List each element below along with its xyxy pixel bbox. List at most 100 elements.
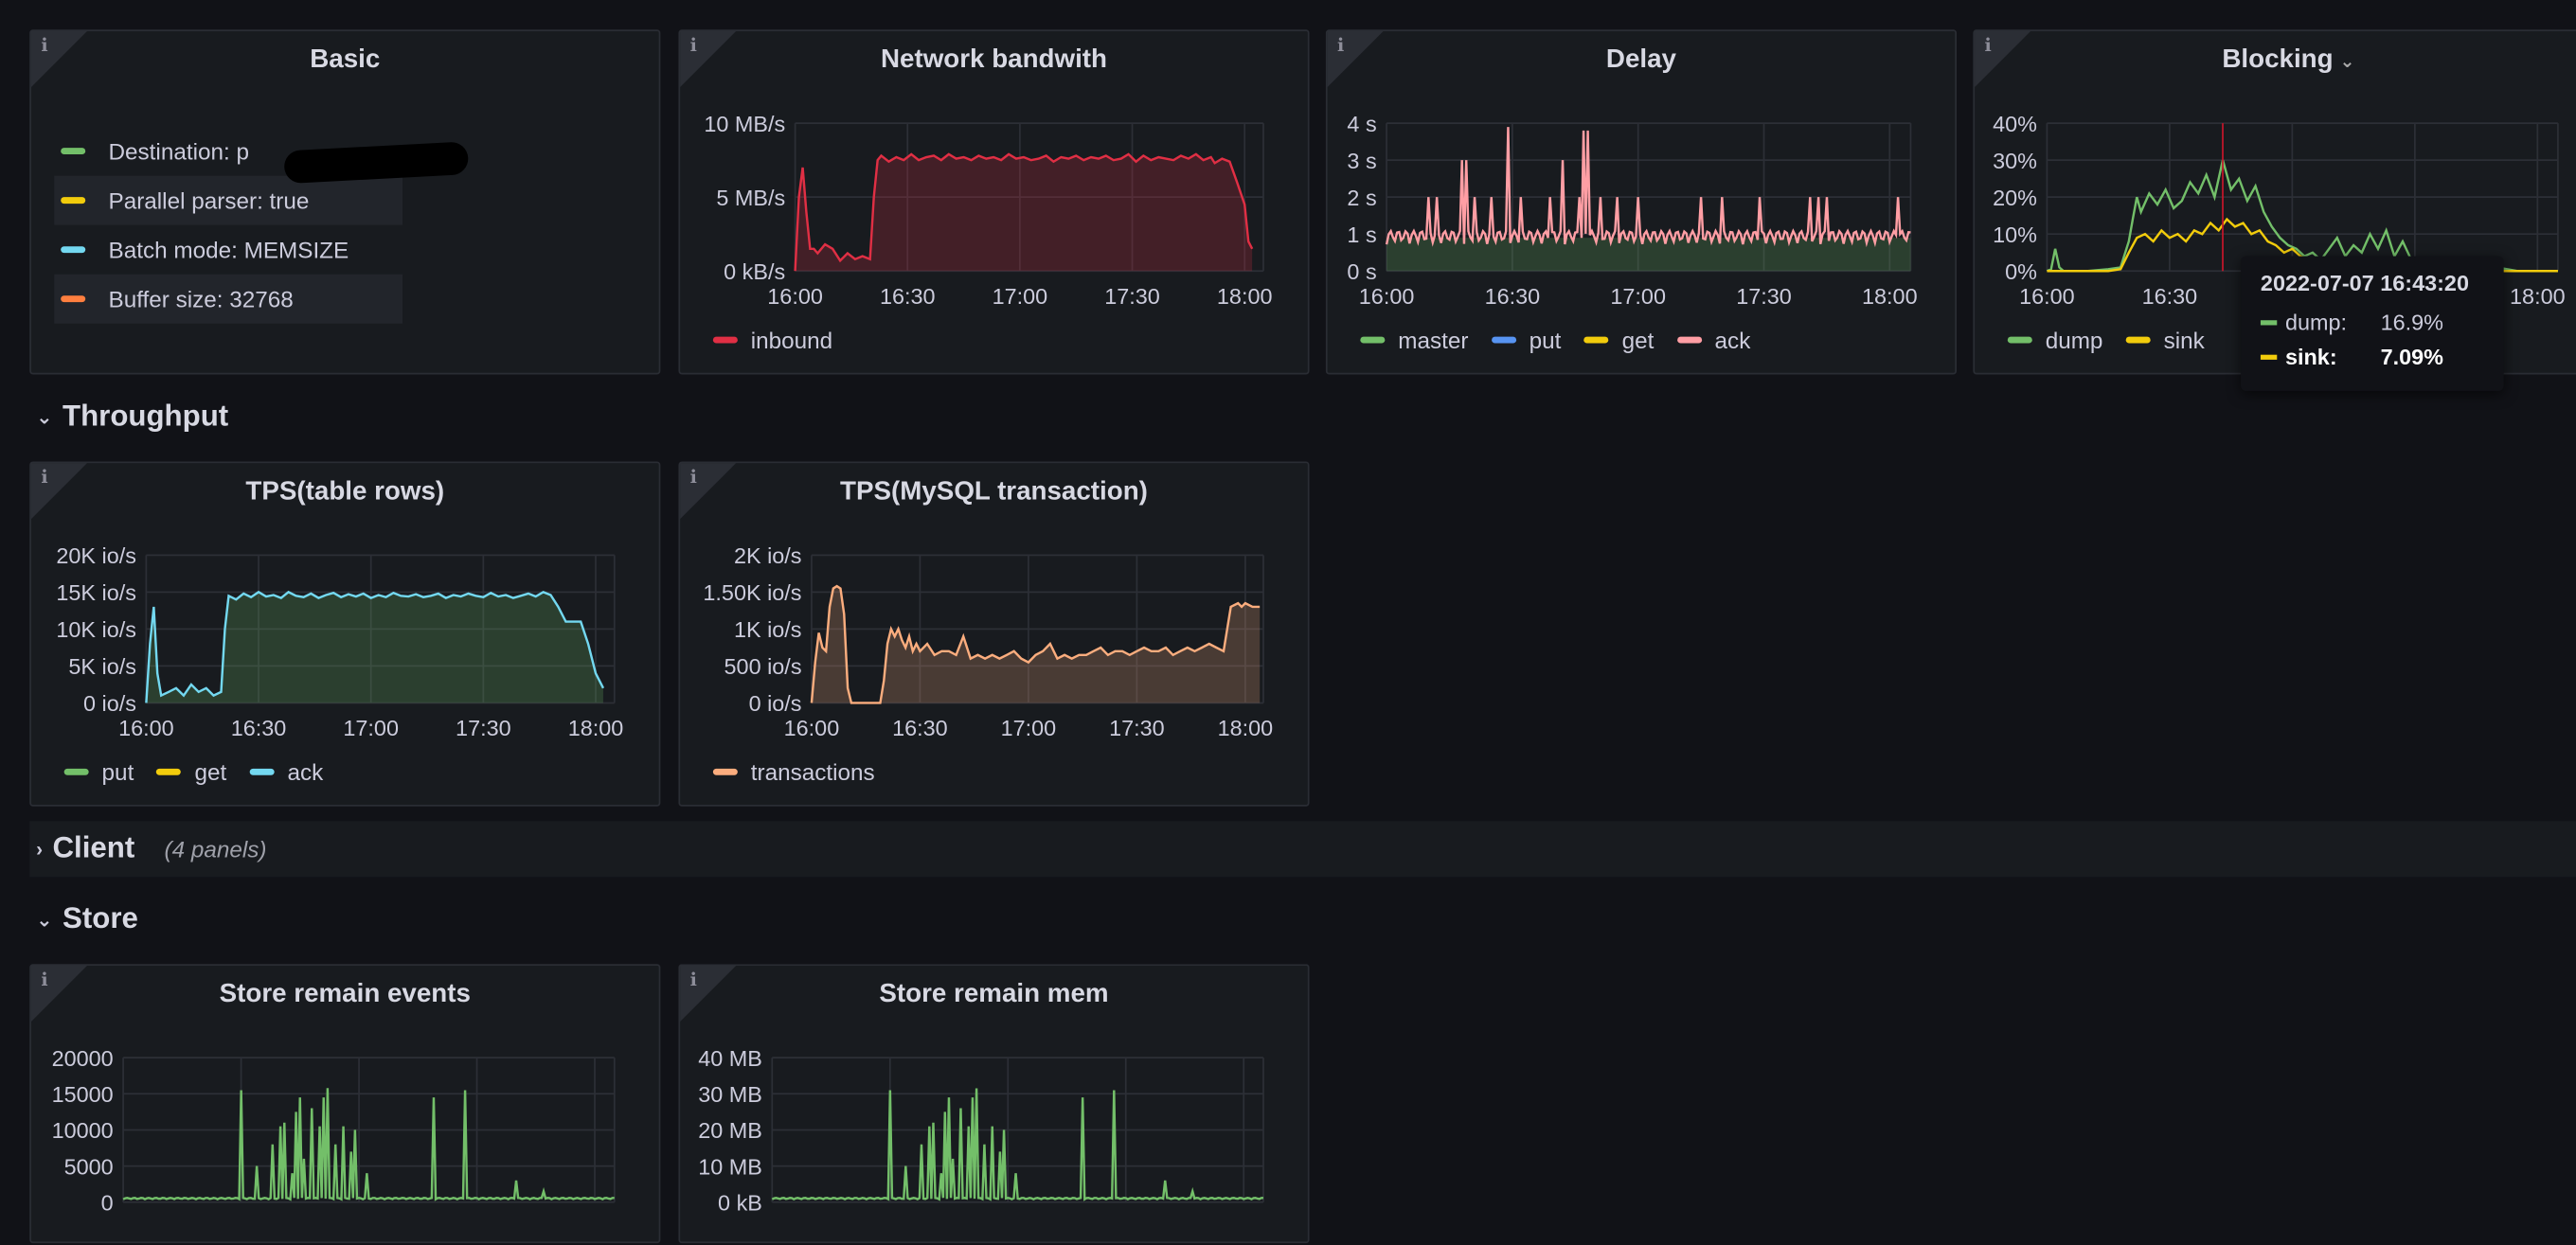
x-tick-label: 18:00 <box>1862 284 1918 309</box>
tps-mysql-transaction-panel: i TPS(MySQL transaction) 0 io/s 500 io/s 1… <box>678 461 1311 808</box>
legend-item-get[interactable]: get <box>156 758 227 786</box>
legend-item-inbound[interactable]: inbound <box>712 327 833 353</box>
y-tick-label: 20 MB <box>698 1118 762 1143</box>
row-header-throughput[interactable]: ⌄ Throughput <box>36 400 228 434</box>
panel-title[interactable]: Network bandwith <box>880 45 1107 75</box>
y-tick-label: 3 s <box>1347 149 1376 173</box>
info-icon[interactable]: i <box>41 34 48 56</box>
legend-label: transactions <box>750 758 875 786</box>
info-icon[interactable]: i <box>1984 34 1992 56</box>
stat-label: Batch mode: MEMSIZE <box>108 236 349 263</box>
store-events-chart[interactable]: 0 5000 10000 15000 20000 <box>31 966 662 1245</box>
legend-swatch <box>2260 320 2278 326</box>
info-icon[interactable]: i <box>689 969 697 991</box>
network-chart[interactable]: 0 kB/s 5 MB/s 10 MB/s 16:00 16:30 17:00 17:30 1… <box>680 31 1311 376</box>
legend-swatch <box>61 246 86 254</box>
y-tick-label: 10 MB/s <box>704 112 785 136</box>
delay-panel: i Delay 0 s 1 s 2 s 3 s 4 s 16:00 16:30 17:00 17… <box>1325 29 1959 376</box>
stat-row-parallel-parser: Parallel parser: true <box>54 175 402 225</box>
row-header-store[interactable]: ⌄ Store <box>36 901 138 935</box>
row-header-client[interactable]: › Client (4 panels) <box>36 831 266 865</box>
y-tick-label: 0 s <box>1347 259 1376 284</box>
legend-item-put[interactable]: put <box>63 758 134 785</box>
y-tick-label: 4 s <box>1347 112 1376 136</box>
y-tick-label: 0 io/s <box>749 691 802 716</box>
panel-title[interactable]: TPS(table rows) <box>245 477 445 507</box>
x-tick-label: 16:30 <box>1485 284 1541 309</box>
tps-tx-chart[interactable]: 0 io/s 500 io/s 1K io/s 1.50K io/s 2K io/s 16… <box>680 463 1311 808</box>
legend-item-master[interactable]: master <box>1360 327 1468 353</box>
y-tick-label: 1K io/s <box>734 617 802 642</box>
series-line-mem <box>771 1088 1263 1201</box>
legend-label: put <box>1529 327 1562 353</box>
legend-swatch <box>2260 354 2278 360</box>
legend-item-get[interactable]: get <box>1583 327 1654 353</box>
chart-legend: master put get ack <box>1360 327 1750 353</box>
tooltip-row-dump: dump: 16.9% <box>2260 306 2484 340</box>
legend-item-ack[interactable]: ack <box>1676 327 1751 353</box>
x-tick-label: 18:00 <box>2510 284 2566 309</box>
legend-item-dump[interactable]: dump <box>2007 327 2102 353</box>
legend-item-sink[interactable]: sink <box>2125 327 2205 353</box>
x-tick-label: 16:00 <box>118 716 174 740</box>
legend-swatch <box>2125 336 2151 344</box>
chart-legend: dump sink <box>2007 327 2205 353</box>
x-tick-label: 16:00 <box>784 716 840 740</box>
y-tick-label: 15K io/s <box>56 580 136 605</box>
network-bandwidth-panel: i Network bandwith 0 kB/s 5 MB/s 10 MB/s 16… <box>678 29 1311 376</box>
tps-rows-chart[interactable]: 0 io/s 5K io/s 10K io/s 15K io/s 20K io/s 16:… <box>31 463 662 808</box>
y-tick-label: 10000 <box>52 1118 114 1143</box>
x-tick-label: 16:30 <box>892 716 948 740</box>
store-mem-chart[interactable]: 0 kB 10 MB 20 MB 30 MB 40 MB <box>680 966 1311 1245</box>
x-tick-label: 18:00 <box>1217 284 1273 309</box>
chart-legend: inbound <box>712 327 833 353</box>
info-icon[interactable]: i <box>689 34 697 56</box>
y-tick-label: 0 kB <box>718 1190 762 1215</box>
y-tick-label: 500 io/s <box>724 654 802 679</box>
panel-title[interactable]: Store remain mem <box>879 980 1109 1009</box>
row-bar-client[interactable] <box>29 821 2576 878</box>
info-icon[interactable]: i <box>41 466 48 489</box>
x-tick-label: 17:30 <box>456 716 511 740</box>
y-tick-label: 10% <box>1993 222 2037 247</box>
chevron-down-icon[interactable]: ⌄ <box>2339 52 2355 73</box>
legend-label: ack <box>1714 327 1751 353</box>
x-tick-label: 18:00 <box>1218 716 1274 740</box>
tooltip-series-name: sink: <box>2284 345 2337 370</box>
series-area-master <box>1386 238 1911 272</box>
legend-item-transactions[interactable]: transactions <box>712 758 875 786</box>
legend-label: get <box>194 758 227 786</box>
legend-label: ack <box>287 758 324 786</box>
panel-info-corner <box>680 463 737 520</box>
y-tick-label: 0 <box>101 1190 114 1215</box>
y-tick-label: 0 kB/s <box>724 259 785 284</box>
panel-title[interactable]: Store remain events <box>219 980 471 1009</box>
x-tick-label: 17:00 <box>1001 716 1057 740</box>
chevron-down-icon: ⌄ <box>36 907 53 931</box>
y-tick-label: 5K io/s <box>68 654 136 679</box>
stat-label: Parallel parser: true <box>108 187 310 214</box>
panel-title[interactable]: TPS(MySQL transaction) <box>840 477 1148 507</box>
stat-row-destination: Destination: p <box>54 127 470 185</box>
row-title: Store <box>63 901 138 935</box>
series-area-transactions <box>811 586 1261 703</box>
panel-title[interactable]: Basic <box>310 45 381 75</box>
legend-item-put[interactable]: put <box>1491 327 1562 353</box>
series-line-inbound <box>794 152 1254 272</box>
panel-info-corner <box>1327 30 1384 87</box>
store-remain-mem-panel: i Store remain mem 0 kB 10 MB 20 MB 30 MB 40… <box>678 964 1311 1245</box>
legend-item-ack[interactable]: ack <box>249 758 324 786</box>
info-icon[interactable]: i <box>41 969 48 991</box>
legend-swatch <box>712 336 738 344</box>
x-tick-label: 18:00 <box>568 716 624 740</box>
info-icon[interactable]: i <box>1337 34 1345 56</box>
y-tick-label: 30% <box>1993 149 2037 173</box>
x-tick-label: 16:00 <box>1359 284 1415 309</box>
panel-title[interactable]: Blocking ⌄ <box>1975 46 2576 76</box>
info-icon[interactable]: i <box>689 466 697 489</box>
panel-title[interactable]: Delay <box>1605 45 1676 75</box>
y-tick-label: 0% <box>2005 259 2037 284</box>
legend-label: inbound <box>750 327 833 353</box>
y-tick-label: 10 MB <box>698 1154 762 1179</box>
delay-chart[interactable]: 0 s 1 s 2 s 3 s 4 s 16:00 16:30 17:00 17:30 18:00 <box>1328 31 1959 376</box>
